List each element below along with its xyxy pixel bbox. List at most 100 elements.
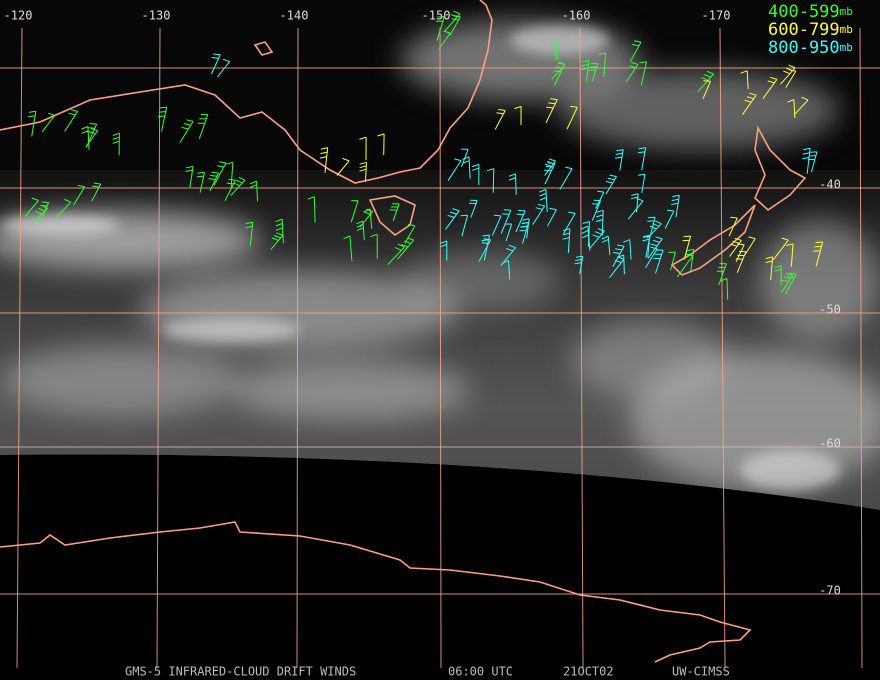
wind-barb — [377, 133, 385, 156]
wind-barb — [642, 234, 651, 258]
wind-barb — [668, 251, 676, 271]
wind-barb — [217, 58, 231, 78]
coastlines — [0, 0, 807, 663]
wind-barb — [785, 69, 797, 88]
legend-range: 600-799 — [768, 20, 840, 40]
wind-barb — [532, 203, 546, 225]
wind-barb — [545, 98, 558, 124]
wind-barb — [245, 221, 254, 246]
wind-barb — [185, 166, 194, 188]
lon-line — [296, 27, 299, 669]
wind-barb — [481, 234, 490, 261]
legend-entry: 400-599mb — [768, 2, 853, 22]
legend-range: 400-599 — [768, 2, 840, 22]
footer: GMS-5 INFRARED-CLOUD DRIFT WINDS 06:00 UT… — [125, 665, 730, 679]
wind-barb — [563, 211, 576, 234]
wind-barb — [460, 214, 469, 237]
legend-entry: 800-950mb — [768, 38, 853, 58]
lat-label: -50 — [819, 303, 841, 317]
wind-barb — [404, 223, 416, 244]
wind-barb — [249, 180, 258, 202]
wind-barb — [515, 209, 526, 233]
wind-barb — [793, 96, 809, 116]
nz-north-coast — [754, 125, 807, 212]
wind-barb — [30, 204, 48, 225]
wind-barb — [765, 256, 774, 280]
wind-barb — [686, 248, 695, 273]
wind-barb — [786, 243, 794, 267]
wind-barb — [270, 232, 284, 250]
wind-barb — [501, 260, 511, 280]
legend-unit: mb — [840, 23, 853, 36]
wind-barb — [646, 220, 662, 239]
wind-barb — [359, 208, 374, 228]
wind-barb — [547, 207, 557, 227]
wind-barb — [494, 108, 506, 130]
wind-barb — [359, 161, 367, 182]
wind-barb — [504, 223, 513, 242]
lon-label: -130 — [142, 9, 171, 23]
wind-barb — [508, 173, 517, 195]
wind-barb — [197, 114, 209, 139]
wind-barb — [336, 157, 350, 176]
antarctica-coast — [0, 521, 752, 663]
wind-barb — [645, 246, 658, 269]
wind-barb — [350, 200, 359, 223]
wind-barb — [581, 60, 590, 83]
wind-barb — [81, 126, 90, 150]
legend-entry: 600-799mb — [768, 20, 853, 40]
wind-barb — [682, 235, 692, 260]
australia-coast — [0, 0, 493, 184]
wind-barb — [500, 209, 512, 234]
lat-label: -40 — [819, 178, 841, 192]
wind-barb — [389, 203, 400, 222]
legend-unit: mb — [840, 5, 853, 18]
wind-barb — [740, 70, 749, 90]
wind-barb — [780, 273, 794, 294]
lon-label: -120 — [4, 9, 33, 23]
wind-barb — [462, 156, 471, 179]
wind-barb — [595, 190, 605, 209]
wind-barb — [435, 16, 445, 41]
wind-barb — [551, 61, 566, 80]
wind-barb — [630, 193, 639, 213]
lon-line — [16, 27, 23, 669]
wind-barb — [813, 241, 824, 267]
wind-barb — [664, 209, 675, 229]
wind-barb — [623, 239, 632, 260]
wind-barb — [472, 163, 480, 186]
wind-barb — [735, 250, 747, 273]
wind-barb — [55, 198, 72, 219]
wind-barb — [491, 214, 502, 236]
wind-barb — [213, 161, 227, 186]
wind-barb — [397, 237, 415, 260]
wind-barb — [589, 228, 605, 249]
wind-barb — [196, 171, 205, 193]
wind-barb — [598, 52, 607, 77]
lon-line — [156, 27, 161, 669]
wind-barb — [157, 106, 168, 132]
wind-barb — [440, 240, 448, 261]
wind-barb — [469, 199, 478, 218]
wind-barb — [671, 194, 680, 218]
wind-barb — [445, 208, 460, 230]
wind-barb — [612, 244, 625, 268]
wind-barb — [762, 76, 778, 99]
wind-barb — [807, 151, 818, 173]
lon-label: -170 — [702, 9, 731, 23]
wind-barb — [73, 184, 86, 206]
lat-label: -70 — [819, 584, 841, 598]
graticule: -120 -130 -140 -150 -160 -170 -40 -50 -60 -70 — [0, 9, 880, 669]
lon-line — [439, 27, 442, 669]
wind-barb — [729, 237, 742, 257]
lon-label: -140 — [280, 9, 309, 23]
wind-barb — [85, 123, 98, 148]
wind-barb — [562, 228, 571, 254]
wind-barb — [629, 40, 642, 62]
wind-barb — [702, 80, 711, 99]
wind-barb — [720, 278, 729, 300]
wind-barb — [112, 132, 120, 156]
nz-south-coast — [670, 204, 756, 276]
legend-range: 800-950 — [768, 38, 840, 58]
